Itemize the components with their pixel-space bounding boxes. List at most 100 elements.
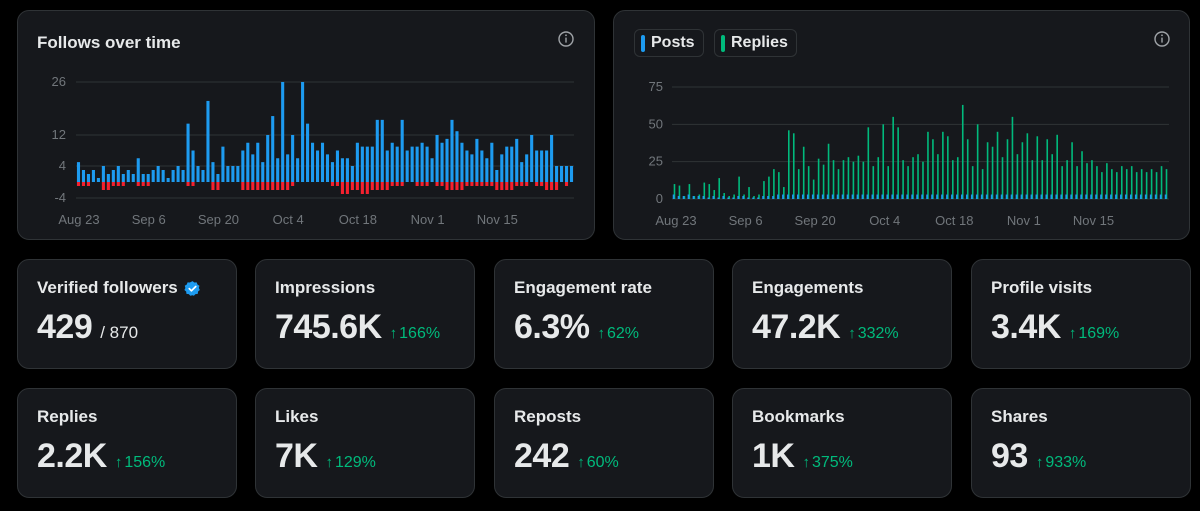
follows-bar-chart: 26 12 4 -4 Aug 23 Sep 6 Sep 20 Oct 4 Oct 18 Nov 1… — [52, 74, 574, 227]
posts-bar — [767, 196, 769, 199]
stat-card-reposts[interactable]: Reposts 242 ↑ 60% — [494, 388, 714, 498]
posts-bar — [821, 194, 824, 199]
stat-value: 242 — [514, 437, 570, 475]
replies-bar — [1016, 154, 1019, 199]
stat-card-impressions[interactable]: Impressions 745.6K ↑ 166% — [255, 259, 475, 369]
replies-bar — [1130, 166, 1133, 199]
follows-gained-bar — [520, 162, 524, 182]
replies-bar — [783, 187, 785, 199]
replies-bar — [1076, 166, 1078, 199]
stat-delta-value: 933% — [1045, 453, 1087, 471]
follows-gained-bar — [475, 138, 479, 182]
replies-bar — [802, 146, 805, 199]
arrow-up-icon: ↑ — [597, 325, 606, 342]
posts-bar — [777, 194, 779, 199]
replies-bar — [877, 157, 880, 199]
follows-gained-bar — [564, 166, 569, 182]
stat-card-verified-followers[interactable]: Verified followers 429 / 870 — [17, 259, 237, 369]
follows-gained-bar — [206, 100, 210, 182]
replies-bar — [822, 164, 825, 199]
posts-bar — [772, 196, 774, 199]
follows-gained-bar — [470, 154, 474, 182]
follows-gained-bar — [311, 142, 315, 182]
follows-lost-bar — [400, 182, 404, 186]
posts-bar — [737, 196, 740, 199]
follows-lost-bar — [520, 182, 524, 186]
follows-lost-bar — [540, 182, 544, 186]
info-icon[interactable] — [557, 30, 575, 48]
follows-gained-bar — [131, 174, 135, 182]
posts-bar — [687, 194, 690, 199]
follows-gained-bar — [360, 146, 364, 182]
follows-gained-bar — [480, 150, 484, 182]
x-tick-label: Sep 6 — [132, 212, 166, 227]
follows-lost-bar — [395, 182, 399, 186]
follows-lost-bar — [425, 182, 429, 186]
posts-bar — [811, 194, 814, 199]
follows-gained-bar — [146, 174, 150, 182]
stat-label: Engagement rate — [514, 278, 652, 297]
follows-gained-bar — [490, 142, 494, 182]
follows-lost-bar — [251, 182, 255, 190]
follows-lost-bar — [385, 182, 389, 190]
legend-posts-label: Posts — [651, 34, 695, 51]
posts-bar — [1070, 194, 1073, 199]
replies-bar — [1051, 154, 1054, 199]
follows-gained-bar — [246, 142, 250, 182]
arrow-up-icon: ↑ — [389, 325, 398, 342]
posts-bar — [1159, 194, 1162, 199]
follows-lost-bar — [241, 182, 245, 190]
follows-gained-bar — [126, 170, 130, 182]
legend-replies[interactable]: Replies — [714, 29, 797, 57]
follows-gained-bar — [385, 150, 389, 182]
stat-card-profile-visits[interactable]: Profile visits 3.4K ↑ 169% — [971, 259, 1191, 369]
follows-gained-bar — [510, 146, 514, 182]
replies-bar — [981, 169, 984, 199]
posts-bar — [876, 194, 879, 199]
stat-card-shares[interactable]: Shares 93 ↑ 933% — [971, 388, 1191, 498]
posts-bar — [727, 197, 730, 199]
posts-replies-bar-chart: 75 50 25 0 Aug 23 Sep 6 Sep 20 Oct 4 Oct 18 Nov 1… — [649, 79, 1169, 228]
posts-bar — [1139, 194, 1142, 199]
follows-gained-bar — [540, 150, 544, 182]
follows-lost-bar — [191, 182, 195, 186]
stat-delta-value: 169% — [1078, 324, 1120, 342]
y-tick-label: 4 — [59, 158, 66, 173]
posts-bar — [757, 197, 759, 199]
follows-gained-bar — [186, 123, 190, 182]
follows-gained-bar — [375, 119, 379, 182]
replies-bar — [857, 155, 860, 199]
posts-bar — [1005, 194, 1008, 199]
stat-card-replies[interactable]: Replies 2.2K ↑ 156% — [17, 388, 237, 498]
stat-card-likes[interactable]: Likes 7K ↑ 129% — [255, 388, 475, 498]
posts-bar — [732, 197, 735, 199]
replies-bar — [1165, 169, 1168, 199]
stat-label: Verified followers — [37, 278, 201, 298]
follows-gained-bar — [256, 142, 260, 182]
follows-gained-bar — [460, 142, 464, 182]
follows-lost-bar — [500, 182, 504, 190]
info-icon[interactable] — [1153, 30, 1171, 48]
stat-value: 429 — [37, 308, 93, 346]
follows-lost-bar — [475, 182, 479, 186]
follows-gained-bar — [340, 158, 344, 182]
posts-bar — [792, 194, 794, 199]
replies-bar — [872, 166, 875, 199]
follows-gained-bar — [415, 146, 419, 182]
legend-posts[interactable]: Posts — [634, 29, 704, 57]
follows-lost-bar — [390, 182, 394, 186]
replies-bar — [1120, 166, 1123, 199]
follows-gained-bar — [420, 142, 424, 182]
follows-gained-bar — [569, 166, 574, 182]
stat-card-engagement-rate[interactable]: Engagement rate 6.3% ↑ 62% — [494, 259, 714, 369]
stat-card-bookmarks[interactable]: Bookmarks 1K ↑ 375% — [732, 388, 952, 498]
posts-bar — [722, 196, 725, 199]
follows-lost-bar — [485, 182, 489, 186]
follows-gained-bar — [410, 146, 414, 182]
replies-bar — [996, 131, 999, 199]
stat-label: Shares — [991, 407, 1048, 426]
stat-card-engagements[interactable]: Engagements 47.2K ↑ 332% — [732, 259, 952, 369]
posts-bar — [697, 196, 700, 199]
arrow-up-icon: ↑ — [1035, 454, 1044, 471]
replies-bar — [971, 166, 974, 199]
